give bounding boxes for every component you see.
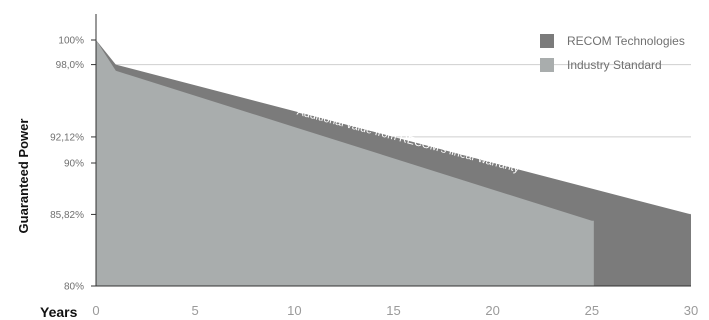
x-tick-labels: 0 5 10 15 20 25 30	[92, 303, 698, 318]
x-tick-label: 30	[684, 303, 698, 318]
y-tick-label: 100%	[58, 36, 84, 47]
legend-swatch-recom	[540, 34, 554, 48]
y-tick-labels: 100% 98,0% 92,12% 90% 85,82% 80%	[50, 36, 96, 293]
y-tick-label: 98,0%	[56, 60, 84, 71]
y-axis-label: Guaranteed Power	[16, 119, 31, 234]
x-axis-label: Years	[40, 304, 78, 320]
axes	[95, 14, 691, 287]
legend-label-recom: RECOM Technologies	[567, 34, 685, 48]
legend-swatch-industry	[540, 58, 554, 72]
legend-label-industry: Industry Standard	[567, 58, 662, 72]
y-tick-label: 92,12%	[50, 132, 84, 143]
x-tick-label: 25	[585, 303, 599, 318]
y-tick-label: 85,82%	[50, 210, 84, 221]
series-areas	[96, 40, 691, 286]
area-industry	[96, 40, 594, 286]
y-tick-label: 90%	[64, 159, 84, 170]
x-tick-label: 0	[92, 303, 99, 318]
x-tick-label: 10	[287, 303, 301, 318]
y-tick-label: 80%	[64, 282, 84, 293]
x-tick-label: 15	[386, 303, 400, 318]
x-tick-label: 5	[192, 303, 199, 318]
legend: RECOM Technologies Industry Standard	[540, 34, 685, 72]
x-tick-label: 20	[485, 303, 499, 318]
